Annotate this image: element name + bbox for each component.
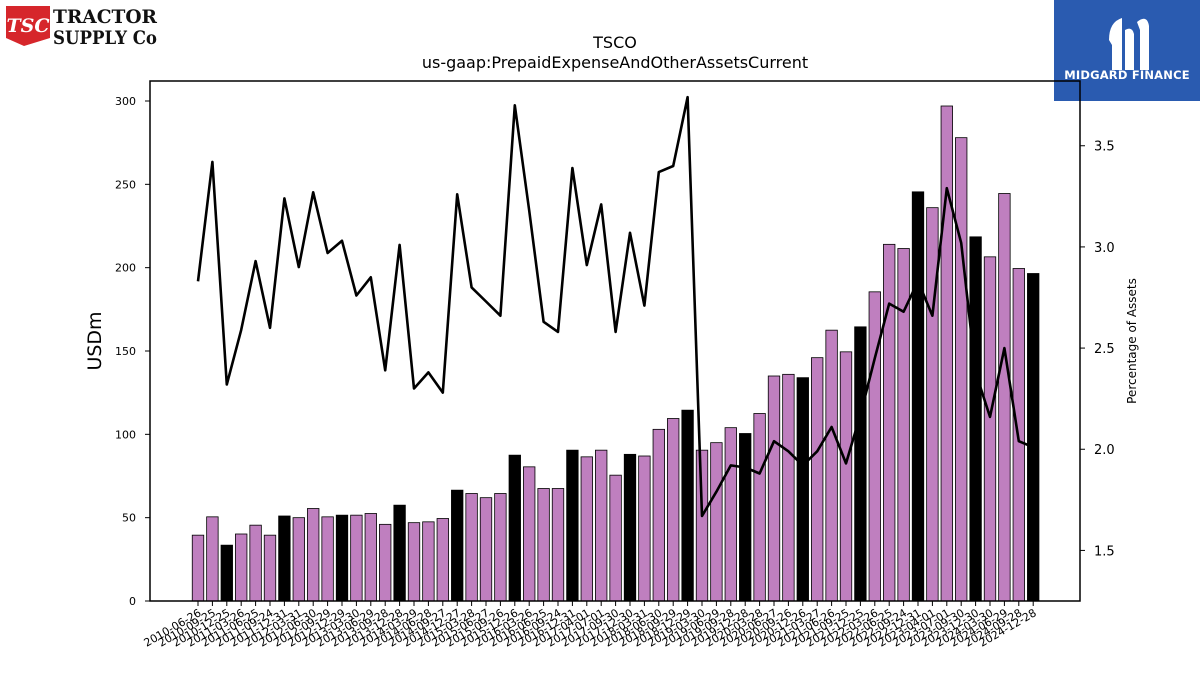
bar-2024-12-28 [1027,273,1040,602]
bar-2021-09-25 [839,351,853,602]
pct-assets-series [196,95,1034,518]
y2-tick-label: 1.5 [1094,544,1115,559]
bar-2022-06-25 [883,243,896,602]
bar-2020-09-26 [782,373,795,602]
midgard-finance-text: MIDGARD FINANCE [1064,68,1190,82]
bar-2023-09-30 [955,137,968,602]
bar-2021-03-27 [811,357,824,602]
bar-2010-09-25 [206,516,219,602]
bar-2016-12-31 [566,449,579,602]
bar-2013-09-28 [379,523,392,602]
bar-2010-06-26 [191,534,205,602]
bar-2019-03-30 [695,449,709,602]
bar-2023-12-30 [969,236,982,602]
bar-2014-09-27 [436,518,449,602]
tractor-text: TRACTOR [53,6,157,28]
bar-2018-03-31 [638,455,651,602]
y-tick-label: 150 [115,345,136,358]
bar-2016-06-25 [537,488,550,602]
bar-2018-06-30 [652,428,665,602]
bar-2013-06-29 [364,513,377,602]
bar-2012-03-31 [292,517,305,602]
y2-tick-label: 3.0 [1094,241,1115,256]
bar-2020-06-27 [767,375,781,602]
chart-subtitle: us-gaap:PrepaidExpenseAndOtherAssetsCurr… [422,53,808,72]
tsc-badge-text: TSC [7,15,50,37]
bar-2020-12-26 [796,377,809,602]
bar-2015-06-27 [479,497,493,602]
bar-2017-12-30 [623,453,637,602]
bar-2011-06-25 [249,524,262,602]
bar-2016-03-26 [523,466,536,602]
bar-2012-06-30 [307,508,320,602]
y2-axis-label: Percentage of Assets [1125,278,1139,404]
y-axis-right: 1.5 2.0 2.5 3.0 3.5 [1080,140,1115,559]
bar-2024-03-30 [983,256,997,602]
x-axis: 2010-06-262010-09-252010-12-252011-03-26… [142,601,1039,650]
bar-2015-12-26 [508,454,521,602]
y2-tick-label: 2.0 [1094,443,1115,458]
bar-2020-03-28 [753,413,766,602]
bar-2011-09-24 [263,534,277,602]
bar-2017-07-01 [595,449,608,602]
y-tick-label: 250 [115,178,136,191]
bar-2015-09-26 [494,493,507,602]
bar-2017-09-30 [609,474,622,602]
midgard-mark-icon [1109,18,1149,71]
y-tick-label: 100 [115,428,136,441]
bar-2011-12-31 [278,515,291,602]
bar-2011-03-26 [235,533,248,602]
bar-2014-06-28 [422,521,435,602]
bar-2018-12-29 [681,409,694,602]
bar-2015-03-28 [465,493,478,602]
bar-2012-09-29 [321,516,334,602]
bar-2010-12-25 [220,544,233,602]
bar-2024-06-29 [998,193,1011,602]
y-tick-label: 300 [115,95,136,108]
y-tick-label: 200 [115,262,136,275]
bar-2021-12-25 [854,326,867,602]
bar-2013-12-28 [393,504,406,602]
bar-2019-12-28 [739,433,752,602]
plot-frame [149,80,1081,602]
bar-2022-12-31 [911,191,925,602]
pct-assets-line [196,95,1034,518]
y2-tick-label: 3.5 [1094,140,1115,155]
bar-2023-04-01 [926,207,939,602]
bar-2012-12-29 [335,514,349,602]
tsc-badge-icon: TSC [6,6,50,46]
bar-series [191,105,1040,602]
y-axis-label: USDm [84,311,106,370]
bar-2017-04-01 [580,456,593,602]
bar-2023-07-01 [940,105,953,602]
y-tick-label: 50 [122,512,136,525]
bar-2019-09-28 [724,427,737,602]
bar-2019-06-29 [710,442,723,602]
bar-2018-09-29 [667,418,680,602]
midgard-finance-logo: MIDGARD FINANCE [1054,0,1200,101]
bar-2014-03-29 [407,522,421,602]
bar-2014-12-27 [451,489,464,602]
y-axis-left: 0 50 100 150 200 250 300 [115,95,150,608]
y2-tick-label: 2.5 [1094,342,1115,357]
chart-title: TSCO [592,33,637,52]
supply-co-text: SUPPLY Co [53,27,157,48]
bar-2016-09-24 [551,488,565,602]
y-tick-label: 0 [129,595,136,608]
tractor-supply-logo: TSC TRACTOR SUPPLY Co [6,6,157,48]
bar-2021-06-26 [825,329,838,602]
bar-2013-03-30 [350,514,363,602]
